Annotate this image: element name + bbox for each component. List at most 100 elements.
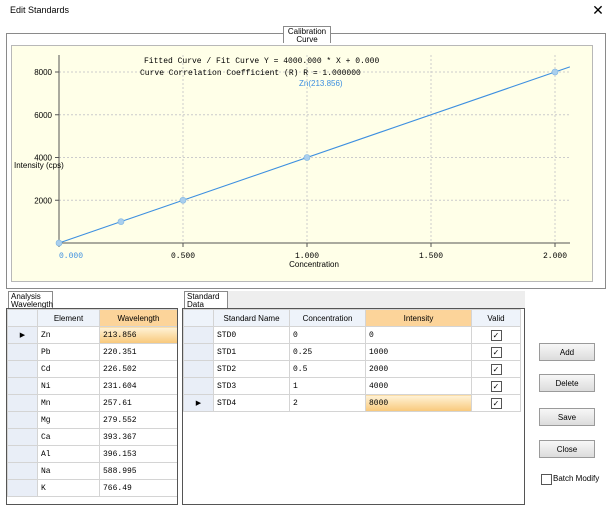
table-row[interactable]: Cd 226.502 [7, 360, 177, 378]
concentration-cell[interactable]: 2 [289, 394, 366, 412]
wavelength-cell[interactable]: 257.61 [99, 394, 177, 412]
valid-cell[interactable]: ✓ [471, 360, 521, 378]
element-cell[interactable]: Al [37, 445, 100, 463]
wavelength-cell[interactable]: 226.502 [99, 360, 177, 378]
intensity-column-header[interactable]: Intensity [365, 309, 472, 327]
table-row[interactable]: Al 396.153 [7, 445, 177, 463]
row-selector[interactable] [7, 445, 38, 463]
concentration-cell[interactable]: 0 [289, 326, 366, 344]
element-cell[interactable]: K [37, 479, 100, 497]
valid-column-header[interactable]: Valid [471, 309, 521, 327]
wavelength-cell[interactable]: 220.351 [99, 343, 177, 361]
element-cell[interactable]: Na [37, 462, 100, 480]
valid-cell[interactable]: ✓ [471, 377, 521, 395]
row-selector[interactable] [7, 343, 38, 361]
element-column-header[interactable]: Element [37, 309, 100, 327]
table-row[interactable]: Na 588.995 [7, 462, 177, 480]
valid-checkbox[interactable]: ✓ [490, 397, 502, 409]
batch-modify-label: Batch Modify [553, 474, 600, 483]
table-row[interactable]: STD1 0.25 1000 ✓ [183, 343, 521, 361]
x-tick-label: 2.000 [543, 252, 567, 261]
calibration-curve-tab[interactable]: Calibration Curve [283, 26, 331, 44]
intensity-cell[interactable]: 8000 [365, 394, 472, 412]
valid-cell[interactable]: ✓ [471, 394, 521, 412]
valid-checkbox[interactable]: ✓ [490, 346, 502, 358]
tab-strip [228, 291, 525, 309]
table-row[interactable]: K 766.49 [7, 479, 177, 497]
valid-checkbox[interactable]: ✓ [490, 363, 502, 375]
row-selector[interactable] [7, 411, 38, 429]
concentration-cell[interactable]: 1 [289, 377, 366, 395]
current-row-arrow-icon[interactable]: ▶ [7, 326, 38, 344]
element-cell[interactable]: Cd [37, 360, 100, 378]
row-selector[interactable] [7, 428, 38, 446]
table-row[interactable]: STD2 0.5 2000 ✓ [183, 360, 521, 378]
current-row-arrow-icon[interactable]: ▶ [183, 394, 214, 412]
x-tick-label: 0.500 [171, 252, 195, 261]
y-tick-label: 8000 [34, 68, 52, 77]
standard-data-table: Standard Name Concentration Intensity Va… [182, 308, 525, 505]
row-selector[interactable] [7, 394, 38, 412]
element-cell[interactable]: Mg [37, 411, 100, 429]
row-selector[interactable] [7, 377, 38, 395]
add-button[interactable]: Add [539, 343, 595, 361]
standard-name-cell[interactable]: STD4 [213, 394, 290, 412]
valid-cell[interactable]: ✓ [471, 326, 521, 344]
row-selector[interactable] [7, 462, 38, 480]
row-selector[interactable] [183, 360, 214, 378]
row-selector[interactable] [7, 479, 38, 497]
intensity-cell[interactable]: 4000 [365, 377, 472, 395]
wavelength-column-header[interactable]: Wavelength [99, 309, 177, 327]
x-tick-label: 1.500 [419, 252, 443, 261]
standard-name-cell[interactable]: STD0 [213, 326, 290, 344]
table-row[interactable]: Mg 279.552 [7, 411, 177, 429]
row-selector[interactable] [183, 343, 214, 361]
wavelength-cell[interactable]: 588.995 [99, 462, 177, 480]
standard-data-tab[interactable]: Standard Data [184, 291, 228, 309]
data-point [55, 239, 63, 247]
analysis-wavelength-tab[interactable]: Analysis Wavelength [8, 291, 53, 309]
valid-checkbox[interactable]: ✓ [490, 329, 502, 341]
table-row[interactable]: Pb 220.351 [7, 343, 177, 361]
concentration-cell[interactable]: 0.25 [289, 343, 366, 361]
wavelength-cell[interactable]: 396.153 [99, 445, 177, 463]
table-row[interactable]: ▶ Zn 213.856 [7, 326, 177, 344]
wavelength-cell[interactable]: 231.604 [99, 377, 177, 395]
table-row[interactable]: ▶ STD4 2 8000 ✓ [183, 394, 521, 412]
standard-name-cell[interactable]: STD1 [213, 343, 290, 361]
table-row[interactable]: Ni 231.604 [7, 377, 177, 395]
element-cell[interactable]: Ni [37, 377, 100, 395]
element-cell[interactable]: Ca [37, 428, 100, 446]
standard-name-cell[interactable]: STD2 [213, 360, 290, 378]
y-tick-label: 2000 [34, 196, 52, 205]
delete-button[interactable]: Delete [539, 374, 595, 392]
row-selector[interactable] [7, 360, 38, 378]
close-button[interactable]: Close [539, 440, 595, 458]
batch-modify-checkbox[interactable] [541, 474, 552, 485]
valid-cell[interactable]: ✓ [471, 343, 521, 361]
row-selector[interactable] [183, 377, 214, 395]
element-cell[interactable]: Pb [37, 343, 100, 361]
concentration-column-header[interactable]: Concentration [289, 309, 366, 327]
row-selector[interactable] [183, 326, 214, 344]
save-button[interactable]: Save [539, 408, 595, 426]
table-row[interactable]: Mn 257.61 [7, 394, 177, 412]
wavelength-cell[interactable]: 213.856 [99, 326, 177, 344]
table-row[interactable]: STD3 1 4000 ✓ [183, 377, 521, 395]
y-tick-label: 4000 [34, 154, 52, 163]
table-row[interactable]: STD0 0 0 ✓ [183, 326, 521, 344]
standard-name-column-header[interactable]: Standard Name [213, 309, 290, 327]
wavelength-cell[interactable]: 393.367 [99, 428, 177, 446]
wavelength-cell[interactable]: 766.49 [99, 479, 177, 497]
standard-name-cell[interactable]: STD3 [213, 377, 290, 395]
table-row[interactable]: Ca 393.367 [7, 428, 177, 446]
valid-checkbox[interactable]: ✓ [490, 380, 502, 392]
element-cell[interactable]: Zn [37, 326, 100, 344]
intensity-cell[interactable]: 0 [365, 326, 472, 344]
intensity-cell[interactable]: 1000 [365, 343, 472, 361]
element-cell[interactable]: Mn [37, 394, 100, 412]
intensity-cell[interactable]: 2000 [365, 360, 472, 378]
concentration-cell[interactable]: 0.5 [289, 360, 366, 378]
close-icon[interactable]: ✕ [592, 2, 604, 18]
wavelength-cell[interactable]: 279.552 [99, 411, 177, 429]
